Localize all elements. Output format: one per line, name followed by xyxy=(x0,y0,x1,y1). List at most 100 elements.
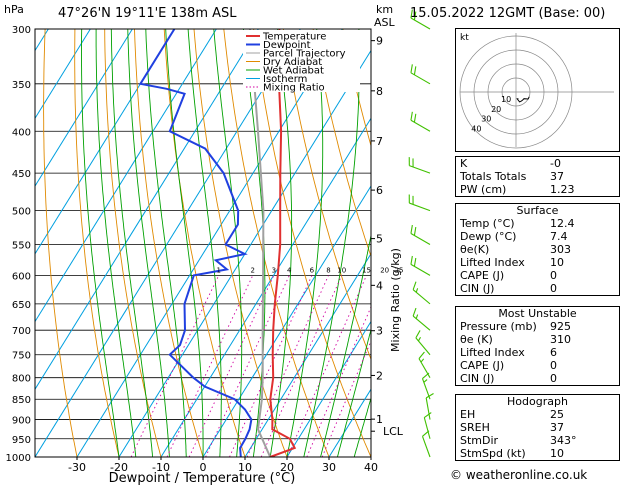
km-tick-label: 6 xyxy=(376,184,383,197)
pressure-tick-label: 700 xyxy=(12,326,31,337)
index-value: 0 xyxy=(550,359,557,372)
mixing-ratio-line xyxy=(260,275,343,457)
most-unstable-box: Most Unstable Pressure (mb) 925 θe (K) 310 Li… xyxy=(455,306,620,386)
index-value: 0 xyxy=(550,269,557,282)
index-value: 6 xyxy=(550,346,557,359)
index-label: Temp (°C) xyxy=(460,217,515,230)
pressure-tick-label: 600 xyxy=(12,271,31,282)
y2-axis-title: Mixing Ratio (g/kg) xyxy=(389,248,402,352)
wind-barb-staff xyxy=(409,165,431,174)
isotherm-line xyxy=(202,185,371,457)
wind-barb xyxy=(410,224,431,245)
wind-barb-feather xyxy=(412,281,417,290)
wind-barb-staff xyxy=(410,72,431,85)
km-unit-label: km xyxy=(376,3,393,16)
hodograph-ring-label: 40 xyxy=(471,125,481,134)
wind-barb xyxy=(425,393,434,420)
index-section-title: Most Unstable xyxy=(498,307,577,320)
index-value: 0 xyxy=(550,282,557,295)
wind-barb xyxy=(410,255,431,276)
wind-barb-feather xyxy=(415,330,421,339)
pressure-tick-label: 850 xyxy=(12,395,31,406)
wet-adiabat-line xyxy=(213,29,243,457)
p-unit-label: hPa xyxy=(4,3,24,16)
hodograph-ring-label: 20 xyxy=(491,105,501,114)
index-label: Pressure (mb) xyxy=(460,320,537,333)
wind-barb-staff xyxy=(425,397,431,420)
temp-tick-label: 10 xyxy=(238,461,252,474)
temp-tick-label: 40 xyxy=(364,461,378,474)
index-value: 37 xyxy=(550,170,564,183)
hodograph-ring-label: 30 xyxy=(481,115,491,124)
index-row: Lifted Index 10 xyxy=(456,256,619,269)
index-value: 343° xyxy=(550,434,577,447)
index-row: Temp (°C) 12.4 xyxy=(456,217,619,230)
index-row: CAPE (J) 0 xyxy=(456,359,619,372)
index-row: CAPE (J) 0 xyxy=(456,269,619,282)
hodograph-trace xyxy=(516,96,530,103)
pressure-tick-label: 800 xyxy=(12,374,31,385)
wind-barb-staff xyxy=(421,378,431,400)
wind-barb-feather xyxy=(413,66,417,75)
dry-adiabat-line xyxy=(104,29,162,457)
temperature-line xyxy=(269,29,297,457)
credit-text: © weatheronline.co.uk xyxy=(450,468,588,482)
index-label: EH xyxy=(460,408,476,421)
index-label: CIN (J) xyxy=(460,282,495,295)
dewpoint-line xyxy=(138,29,253,457)
index-label: PW (cm) xyxy=(460,183,507,196)
wind-barb xyxy=(410,64,431,85)
wind-barb-feather xyxy=(420,358,425,363)
index-label: θe(K) xyxy=(460,243,490,256)
mixing-ratio-line xyxy=(130,275,220,457)
pressure-tick-label: 750 xyxy=(12,351,31,362)
lcl-label: LCL xyxy=(383,425,404,438)
mixing-ratio-label: 3 xyxy=(272,266,276,274)
index-row: Totals Totals 37 xyxy=(456,170,619,183)
index-value: -0 xyxy=(550,157,561,170)
index-label: CIN (J) xyxy=(460,372,495,385)
wet-adiabat-line xyxy=(81,29,120,457)
legend-label: Isotherm xyxy=(263,74,307,85)
parcel-line xyxy=(249,29,272,457)
isotherm-line xyxy=(286,320,371,457)
wet-adiabat-line xyxy=(269,29,293,457)
km-tick-label: 5 xyxy=(376,233,383,246)
wind-barb-feather xyxy=(413,113,417,123)
wet-adiabat-line xyxy=(303,29,360,457)
wind-barb-feather xyxy=(418,351,425,359)
wind-barb xyxy=(412,281,431,305)
isotherm-line xyxy=(0,29,6,457)
mixing-ratio-line xyxy=(166,275,254,457)
wind-barb-feather xyxy=(410,9,413,19)
pressure-tick-label: 500 xyxy=(12,207,31,218)
index-section-title: Hodograph xyxy=(507,395,568,408)
wind-barb-feather xyxy=(415,314,419,319)
index-value: 7.4 xyxy=(550,230,568,243)
wind-barb xyxy=(421,372,431,400)
mixing-ratio-label: 2 xyxy=(251,266,255,274)
wet-adiabat-line xyxy=(95,29,137,457)
wind-barb-feather xyxy=(423,412,432,418)
location-title: 47°26'N 19°11'E 138m ASL xyxy=(58,6,237,21)
pressure-tick-label: 450 xyxy=(12,169,31,180)
wind-barb-feather xyxy=(410,111,413,121)
isotherm-line xyxy=(35,29,91,120)
index-value: 0 xyxy=(550,372,557,385)
wind-barb-feather xyxy=(423,379,428,383)
index-row: StmSpd (kt) 10 xyxy=(456,447,619,460)
index-row: CIN (J) 0 xyxy=(456,282,619,295)
index-row: Dewp (°C) 7.4 xyxy=(456,230,619,243)
index-row: Pressure (mb) 925 xyxy=(456,320,619,333)
km-tick-label: 7 xyxy=(376,135,383,148)
wet-adiabat-line xyxy=(320,233,371,457)
index-value: 10 xyxy=(550,256,564,269)
index-label: θe (K) xyxy=(460,333,493,346)
wet-adiabat-line xyxy=(110,29,154,457)
surface-box: Surface Temp (°C) 12.4 Dewp (°C) 7.4 θe(K) 303… xyxy=(455,203,620,296)
mixing-ratio-label: 4 xyxy=(287,266,292,274)
index-row: K -0 xyxy=(456,157,619,170)
legend-label: Parcel Trajectory xyxy=(263,49,346,60)
mixing-ratio-line xyxy=(306,305,371,457)
